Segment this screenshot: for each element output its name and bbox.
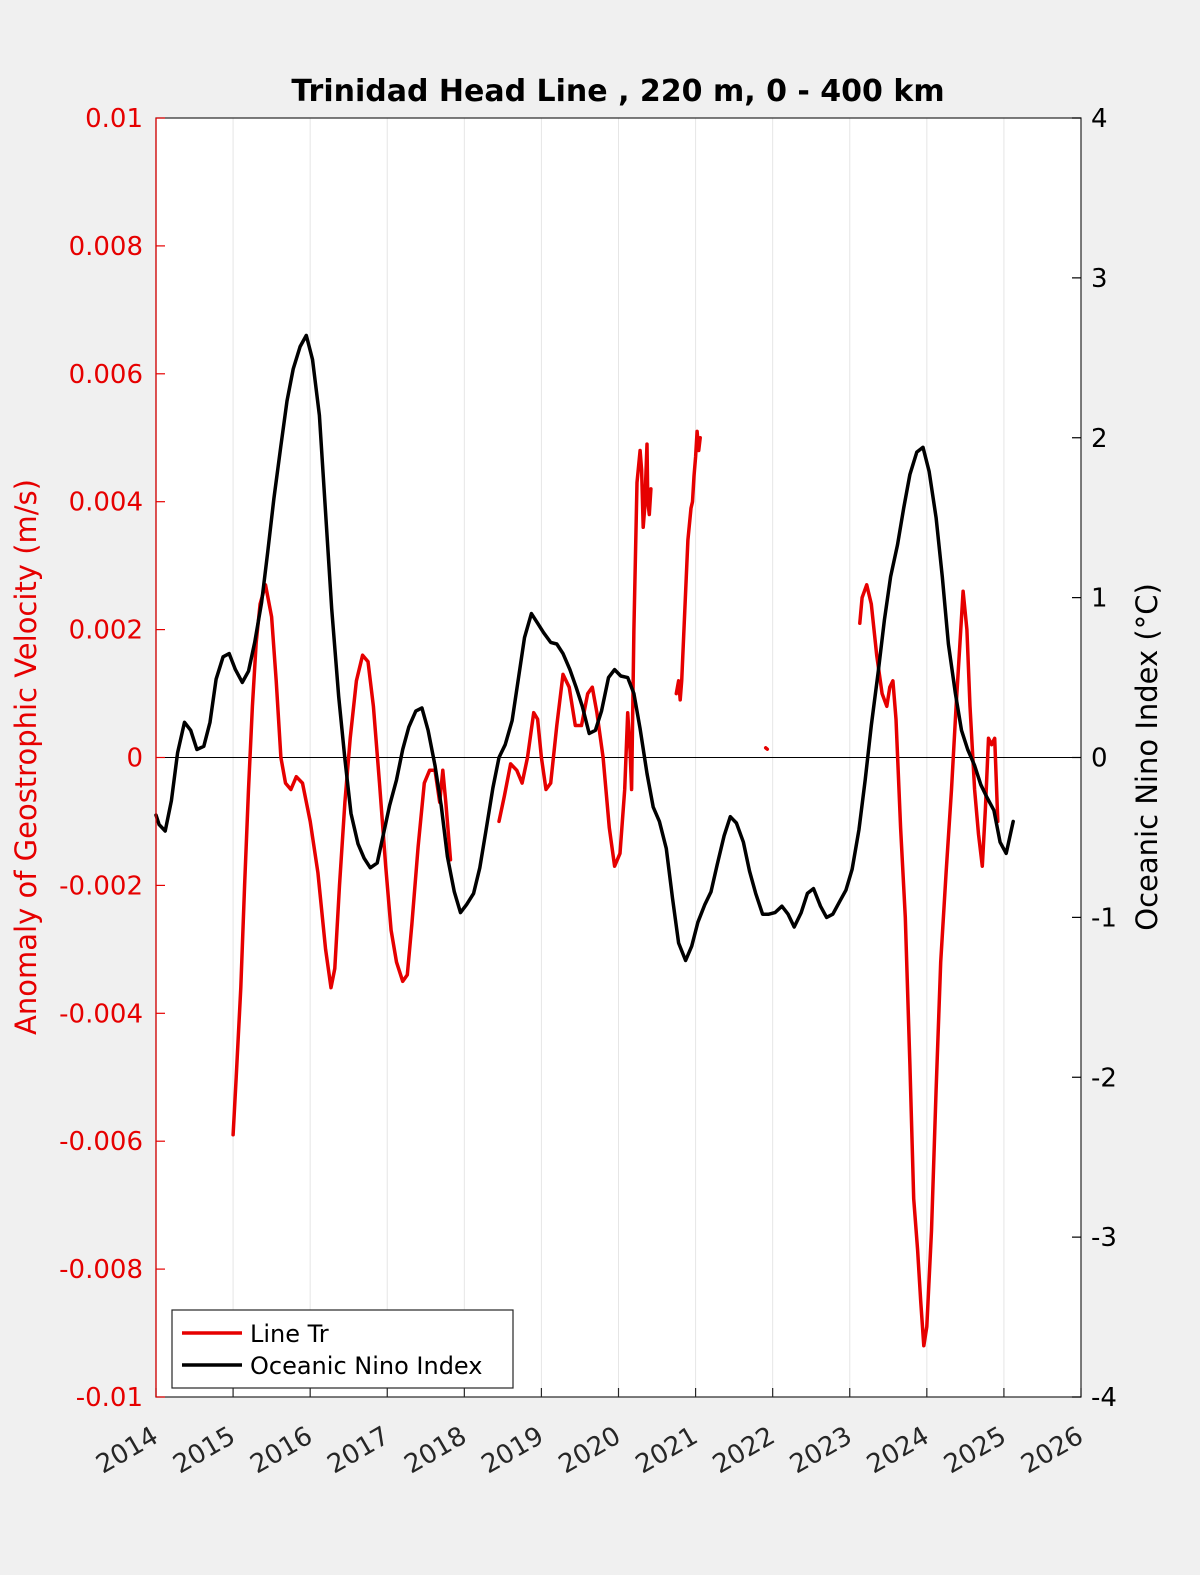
- chart-title: Trinidad Head Line , 220 m, 0 - 400 km: [291, 74, 944, 109]
- series-lines: [154, 333, 1015, 1348]
- left-y-tick-label: 0.006: [69, 360, 143, 390]
- right-y-tick-label: 2: [1091, 424, 1108, 454]
- right-y-tick-label: -3: [1091, 1223, 1117, 1253]
- series-line-line-tr: [858, 583, 1000, 1348]
- left-y-tick-label: 0.01: [85, 104, 143, 134]
- left-y-tick-label: 0.004: [69, 488, 143, 518]
- right-y-tick-label: 4: [1091, 104, 1108, 134]
- right-y-tick-label: 1: [1091, 584, 1108, 614]
- left-y-tick-label: 0.008: [69, 232, 143, 262]
- left-y-tick-label: -0.006: [59, 1127, 143, 1157]
- legend-box: [171, 1309, 514, 1389]
- right-y-tick-label: 0: [1091, 744, 1108, 774]
- left-y-tick-label: -0.008: [59, 1255, 143, 1285]
- legend: Line Tr Oceanic Nino Index: [171, 1309, 514, 1389]
- right-y-tick-label: -4: [1091, 1383, 1117, 1413]
- left-y-tick-label: -0.002: [59, 871, 143, 901]
- left-y-tick-label: -0.004: [59, 999, 143, 1029]
- right-axis-label: Oceanic Nino Index (°C): [1130, 583, 1164, 931]
- left-y-tick-label: -0.01: [76, 1383, 143, 1413]
- legend-label-oni: Oceanic Nino Index: [250, 1352, 482, 1380]
- series-line-oceanic-nino-index: [154, 333, 1015, 963]
- series-line-line-tr: [674, 429, 702, 702]
- series-line-line-tr: [763, 746, 770, 751]
- right-y-tick-label: -2: [1091, 1063, 1117, 1093]
- left-y-tick-label: 0: [126, 744, 143, 774]
- right-y-axis: -4 -3 -2 -1 0 1 2 3 4: [1072, 104, 1117, 1413]
- right-y-tick-label: 3: [1091, 264, 1108, 294]
- right-y-tick-label: -1: [1091, 903, 1117, 933]
- left-y-axis: -0.01 -0.008 -0.006 -0.004 -0.002 0 0.002 0.004…: [59, 104, 165, 1413]
- legend-label-line-tr: Line Tr: [250, 1320, 329, 1348]
- left-y-tick-label: 0.002: [69, 616, 143, 646]
- left-axis-label: Anomaly of Geostrophic Velocity (m/s): [9, 479, 43, 1035]
- series-line-line-tr: [497, 442, 653, 868]
